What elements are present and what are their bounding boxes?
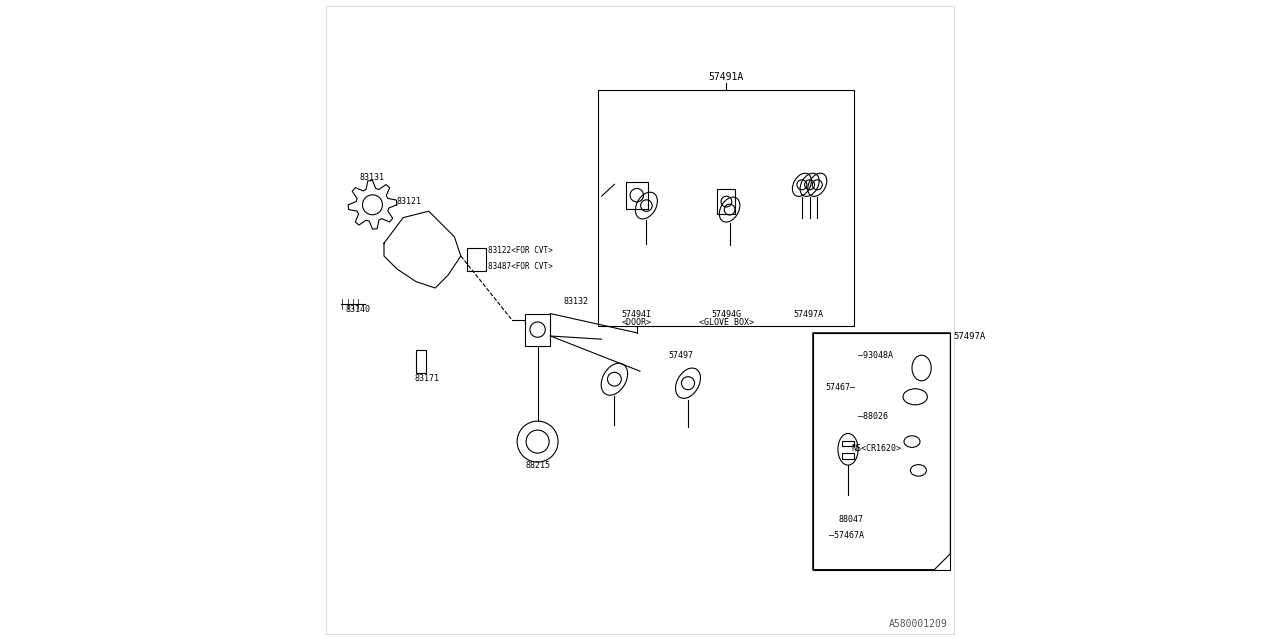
- Text: A580001209: A580001209: [888, 620, 947, 629]
- Text: <GLOVE BOX>: <GLOVE BOX>: [699, 318, 754, 327]
- Text: 57467—: 57467—: [826, 383, 855, 392]
- Text: 88215: 88215: [525, 461, 550, 470]
- Bar: [416, 350, 426, 373]
- Text: 88047: 88047: [838, 515, 864, 524]
- Bar: [813, 333, 950, 570]
- Text: 57494G: 57494G: [712, 310, 741, 319]
- Bar: [467, 248, 486, 271]
- Text: 83132: 83132: [563, 297, 589, 306]
- Text: —93048A: —93048A: [858, 351, 892, 360]
- Text: 57497A: 57497A: [794, 310, 823, 319]
- Bar: [842, 440, 854, 445]
- Bar: [626, 182, 648, 209]
- Text: 83487<FOR CVT>: 83487<FOR CVT>: [489, 262, 553, 271]
- Text: 57497A: 57497A: [954, 332, 986, 341]
- Bar: [599, 90, 855, 326]
- Bar: [842, 453, 854, 458]
- Text: 57494I: 57494I: [622, 310, 652, 319]
- Text: 83131: 83131: [360, 173, 385, 182]
- Text: 57491A: 57491A: [709, 72, 744, 82]
- Text: 83140: 83140: [346, 305, 371, 314]
- Text: 83121: 83121: [397, 196, 422, 205]
- Text: 83122<FOR CVT>: 83122<FOR CVT>: [489, 246, 553, 255]
- Text: 83171: 83171: [415, 374, 440, 383]
- Text: 57497: 57497: [668, 351, 694, 360]
- Text: —88026: —88026: [858, 412, 887, 421]
- Text: <DOOR>: <DOOR>: [622, 318, 652, 327]
- Text: NS<CR1620>: NS<CR1620>: [851, 444, 901, 453]
- Bar: [718, 189, 736, 214]
- Text: —57467A: —57467A: [829, 531, 864, 540]
- Bar: [525, 314, 550, 346]
